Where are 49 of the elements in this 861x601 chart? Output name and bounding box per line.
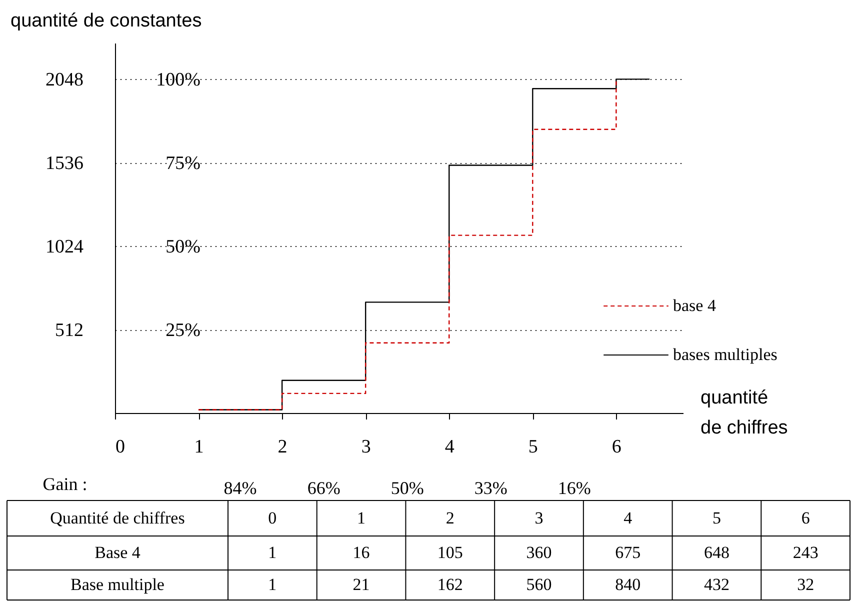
x-tick-label: 2 (278, 436, 288, 458)
text: 162 (437, 575, 463, 594)
y-tick-label: 512 (55, 320, 84, 342)
text: 3 (534, 508, 544, 528)
x-axis-title: quantité de chiffres (700, 388, 788, 438)
y2-tick-label: 25% (166, 320, 201, 342)
y2-tick-label: 75% (166, 153, 201, 174)
text: 675 (615, 543, 641, 562)
text: 5 (712, 508, 721, 528)
x-tick-label: 6 (612, 436, 622, 458)
text: Gain : (42, 474, 88, 494)
text: 4 (624, 508, 633, 528)
text: 50% (390, 478, 424, 498)
text: 16 (352, 543, 370, 562)
text: 560 (526, 575, 552, 594)
text: 360 (526, 543, 552, 562)
text: 16% (558, 478, 591, 498)
text: 84% (224, 478, 257, 498)
text: 840 (615, 575, 641, 594)
y2-tick-label: 100% (156, 70, 201, 91)
text: 1 (268, 543, 277, 562)
text: 32 (797, 575, 814, 594)
y-axis-title: quantité de constantes (10, 10, 202, 32)
legend-label: bases multiples (673, 345, 778, 364)
text: 648 (704, 543, 730, 562)
x-tick-label: 4 (444, 436, 455, 458)
x-tick-label: 5 (528, 436, 538, 458)
text: 243 (792, 543, 818, 562)
text: 66% (307, 478, 340, 498)
text: Base 4 (94, 543, 141, 562)
y-tick-label: 1536 (46, 153, 84, 174)
text: 0 (268, 508, 277, 528)
legend-label: base 4 (673, 296, 716, 315)
text: 432 (704, 575, 730, 594)
y-tick-label: 1024 (46, 236, 84, 258)
text: 105 (437, 543, 463, 562)
text: 6 (801, 508, 810, 528)
x-tick-label: 1 (194, 436, 204, 458)
text: 2 (446, 508, 454, 528)
text: 1 (268, 575, 277, 594)
x-tick-label: 3 (361, 436, 371, 458)
x-tick-label: 0 (116, 436, 125, 458)
y-tick-label: 2048 (46, 70, 84, 91)
text: Base multiple (70, 575, 164, 594)
text: Quantité de chiffres (50, 508, 185, 528)
text: 33% (474, 478, 508, 498)
y2-tick-label: 50% (166, 236, 201, 258)
text: 1 (357, 508, 366, 528)
text: 21 (352, 575, 370, 594)
